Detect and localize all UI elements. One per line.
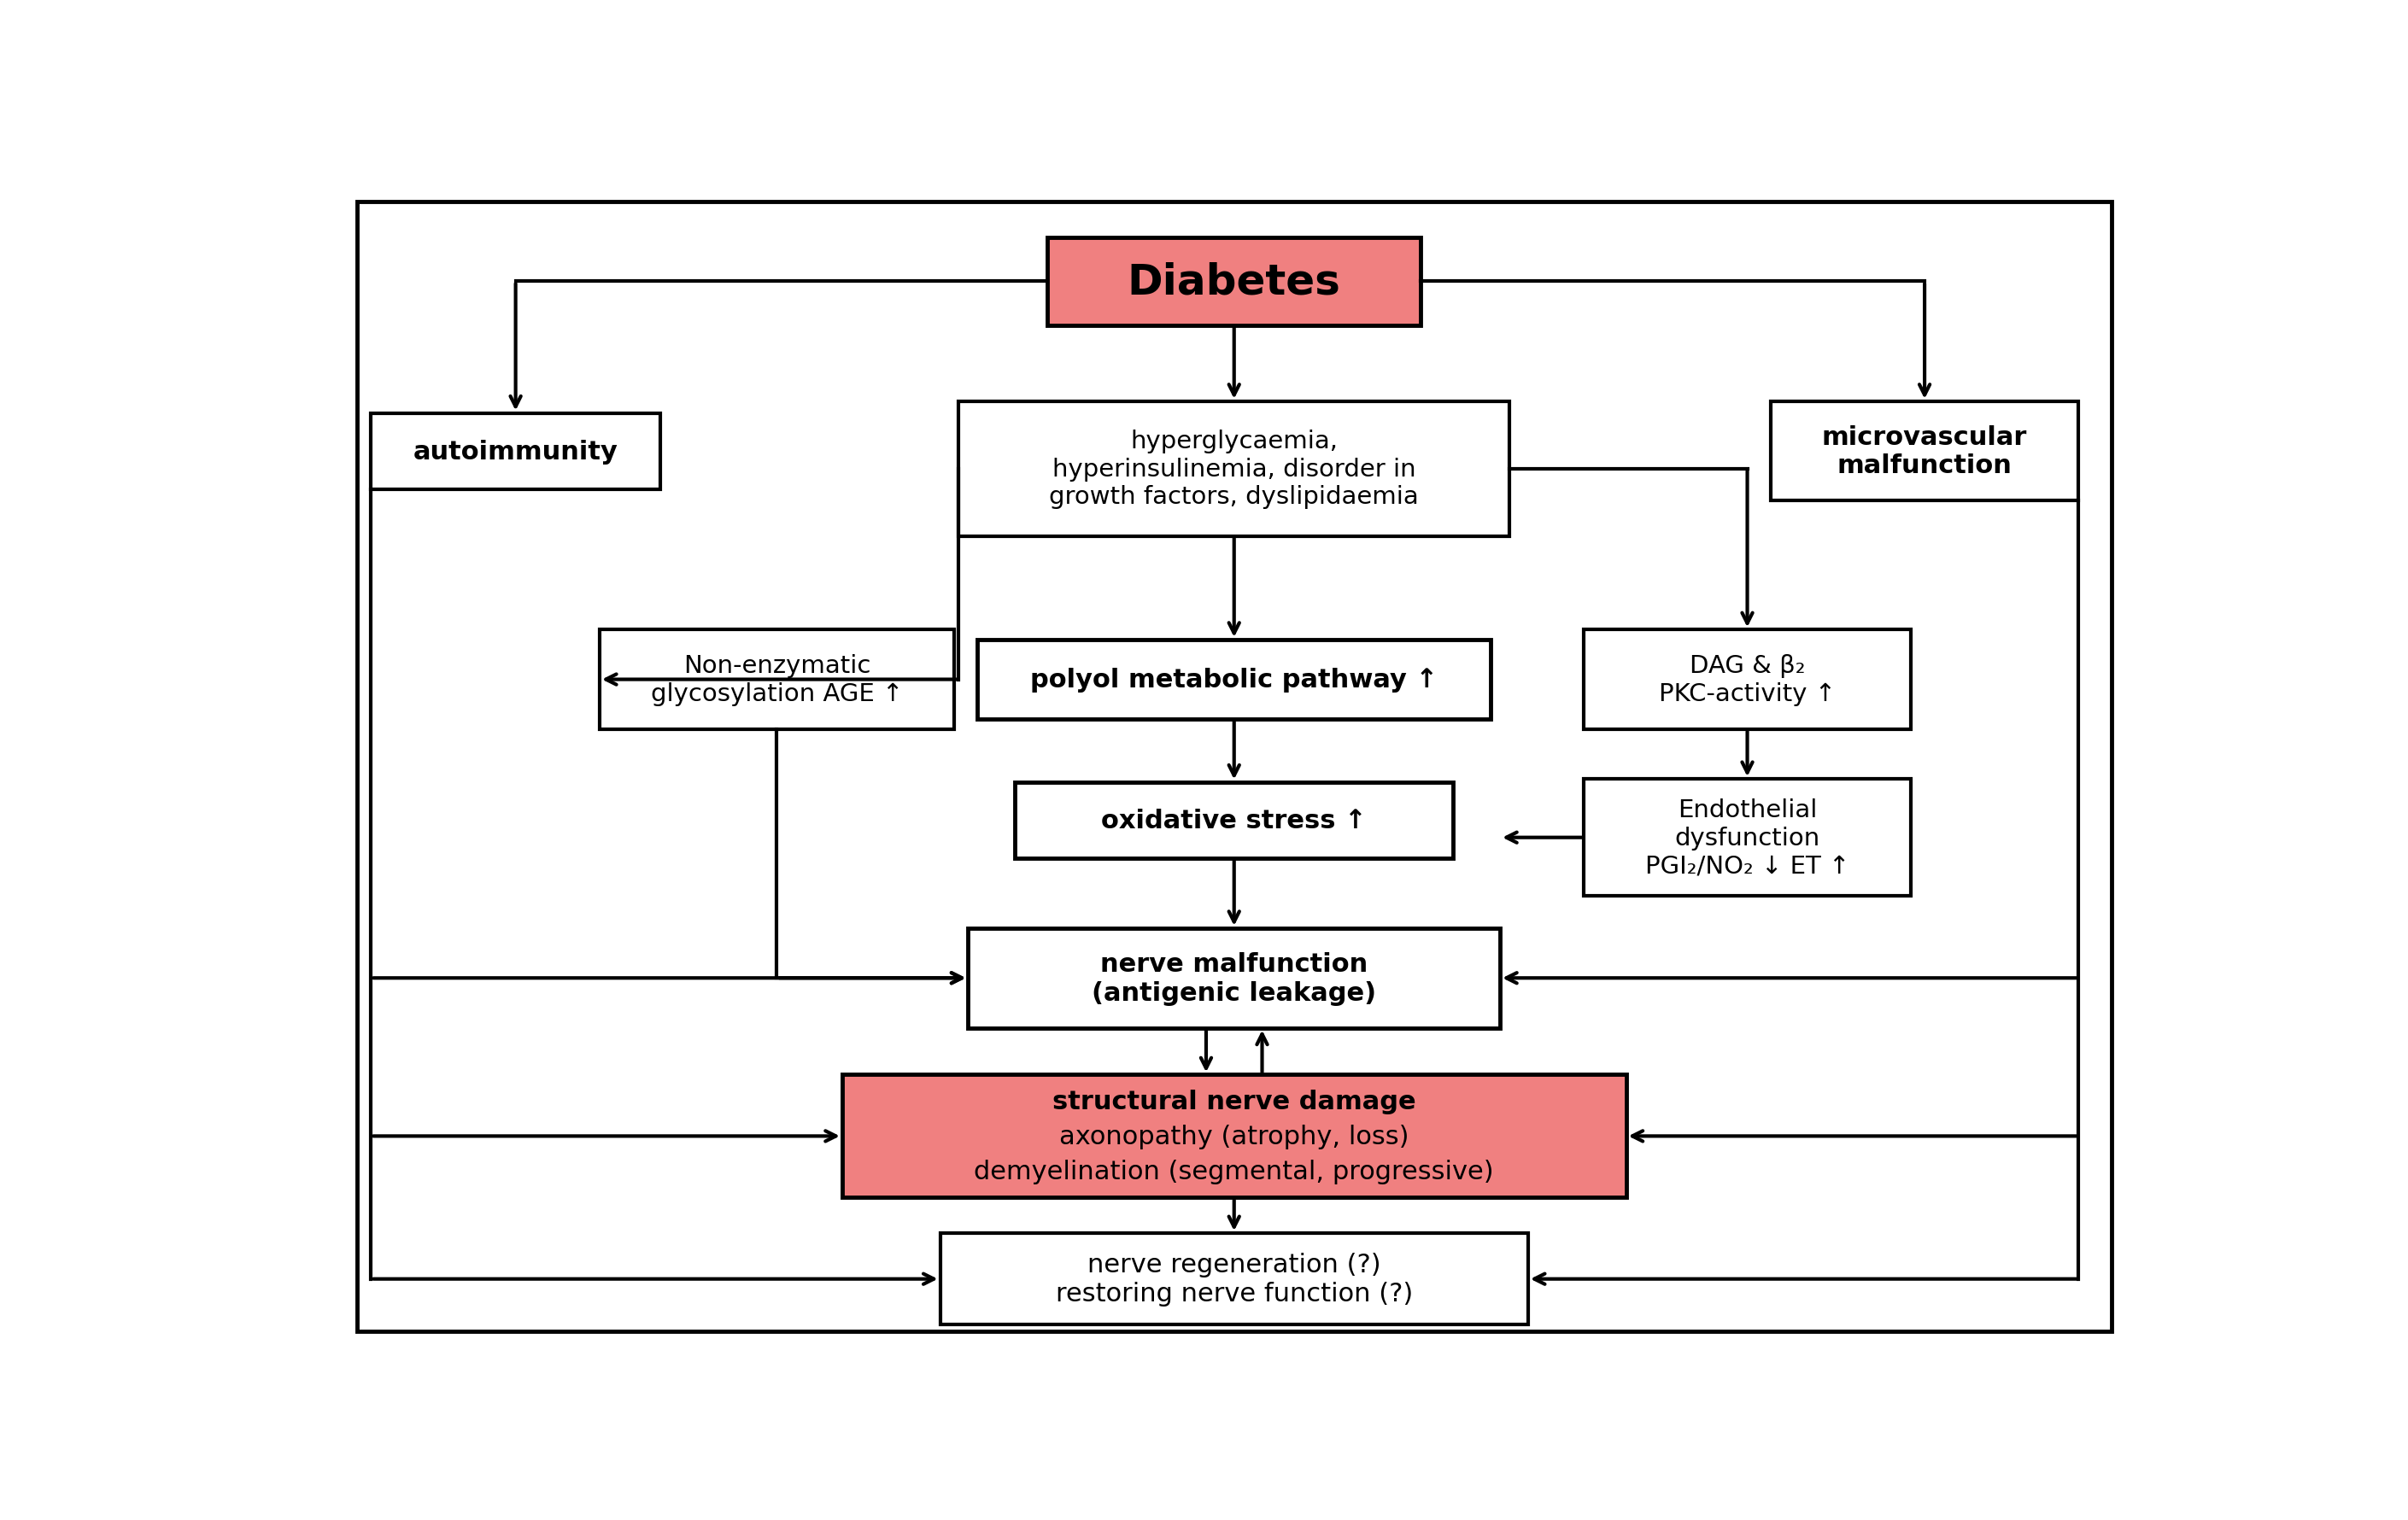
Text: structural nerve damage: structural nerve damage xyxy=(1052,1088,1416,1114)
Text: Non-enzymatic
glycosylation AGE ↑: Non-enzymatic glycosylation AGE ↑ xyxy=(650,654,903,705)
Text: nerve malfunction
(antigenic leakage): nerve malfunction (antigenic leakage) xyxy=(1091,952,1377,1005)
Text: demyelination (segmental, progressive): demyelination (segmental, progressive) xyxy=(975,1160,1493,1184)
FancyBboxPatch shape xyxy=(939,1233,1529,1325)
FancyBboxPatch shape xyxy=(1047,239,1421,325)
FancyBboxPatch shape xyxy=(978,640,1491,719)
FancyBboxPatch shape xyxy=(371,413,660,489)
Text: axonopathy (atrophy, loss): axonopathy (atrophy, loss) xyxy=(1060,1123,1409,1149)
Text: oxidative stress ↑: oxidative stress ↑ xyxy=(1100,809,1368,833)
Text: polyol metabolic pathway ↑: polyol metabolic pathway ↑ xyxy=(1031,667,1438,692)
Text: autoimmunity: autoimmunity xyxy=(414,439,619,464)
FancyBboxPatch shape xyxy=(1584,780,1910,897)
Text: nerve regeneration (?)
restoring nerve function (?): nerve regeneration (?) restoring nerve f… xyxy=(1055,1252,1413,1306)
Text: Endothelial
dysfunction
PGI₂/NO₂ ↓ ET ↑: Endothelial dysfunction PGI₂/NO₂ ↓ ET ↑ xyxy=(1645,798,1849,877)
FancyBboxPatch shape xyxy=(1770,401,2078,502)
Text: DAG & β₂
PKC-activity ↑: DAG & β₂ PKC-activity ↑ xyxy=(1659,654,1835,705)
Text: Diabetes: Diabetes xyxy=(1127,261,1341,302)
FancyBboxPatch shape xyxy=(1584,631,1910,730)
FancyBboxPatch shape xyxy=(1014,783,1454,859)
Text: microvascular
malfunction: microvascular malfunction xyxy=(1823,426,2028,479)
FancyBboxPatch shape xyxy=(968,929,1500,1028)
FancyBboxPatch shape xyxy=(958,401,1510,537)
FancyBboxPatch shape xyxy=(843,1075,1625,1198)
FancyBboxPatch shape xyxy=(600,631,954,730)
Text: hyperglycaemia,
hyperinsulinemia, disorder in
growth factors, dyslipidaemia: hyperglycaemia, hyperinsulinemia, disord… xyxy=(1050,430,1418,509)
